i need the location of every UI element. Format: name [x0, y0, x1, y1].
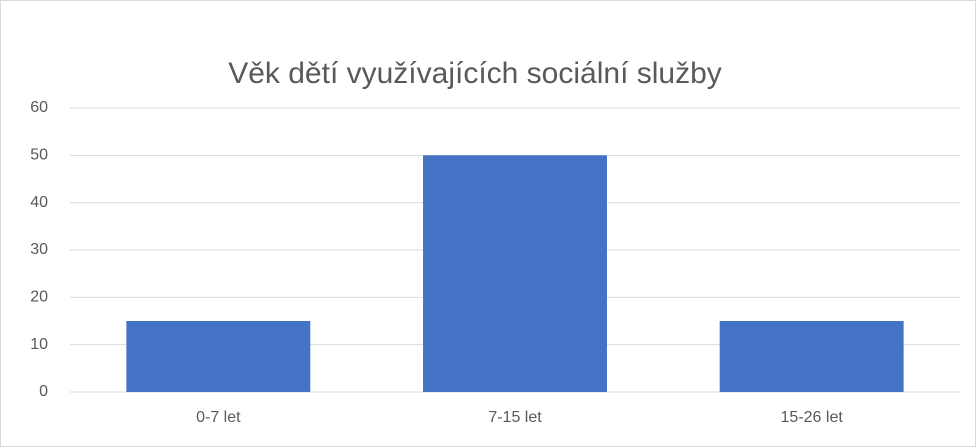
- y-tick-label: 10: [30, 336, 48, 353]
- bar: [126, 321, 311, 392]
- y-tick-label: 20: [30, 289, 48, 306]
- x-tick-label: 0-7 let: [196, 409, 241, 426]
- x-tick-label: 7-15 let: [488, 409, 542, 426]
- y-tick-label: 0: [39, 383, 48, 400]
- bar: [423, 155, 607, 392]
- chart-title: Věk dětí využívajících sociální služby: [228, 57, 722, 90]
- y-tick-label: 30: [30, 241, 48, 258]
- bar: [719, 321, 904, 392]
- y-tick-label: 40: [30, 194, 48, 211]
- y-tick-label: 60: [30, 99, 48, 116]
- y-tick-label: 50: [30, 147, 48, 164]
- x-tick-label: 15-26 let: [781, 409, 844, 426]
